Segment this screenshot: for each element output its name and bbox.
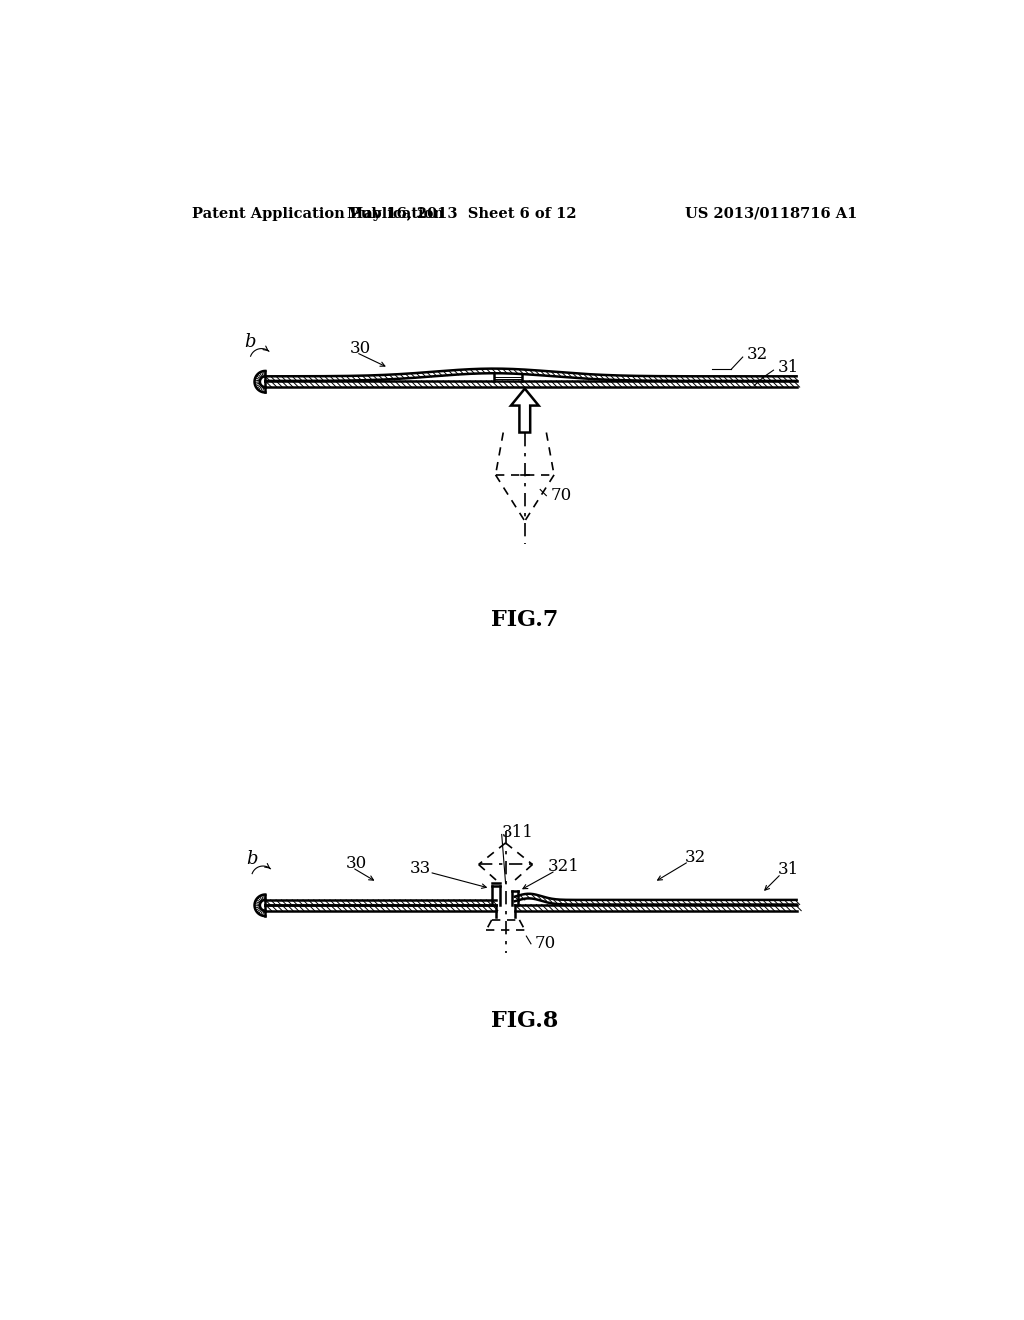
Polygon shape — [511, 388, 539, 433]
Text: 70: 70 — [550, 487, 571, 504]
Text: 31: 31 — [777, 359, 799, 376]
Text: 30: 30 — [350, 341, 372, 358]
Text: FIG.7: FIG.7 — [492, 610, 558, 631]
Text: 31: 31 — [777, 862, 799, 878]
Text: b: b — [247, 850, 258, 869]
Text: 32: 32 — [746, 346, 768, 363]
Text: US 2013/0118716 A1: US 2013/0118716 A1 — [685, 207, 857, 220]
Text: 33: 33 — [410, 859, 431, 876]
Text: Patent Application Publication: Patent Application Publication — [193, 207, 444, 220]
Text: 321: 321 — [548, 858, 580, 875]
Text: 32: 32 — [685, 849, 707, 866]
Text: b: b — [244, 333, 256, 351]
Text: 30: 30 — [346, 855, 368, 873]
Text: FIG.8: FIG.8 — [492, 1010, 558, 1032]
Text: May 16, 2013  Sheet 6 of 12: May 16, 2013 Sheet 6 of 12 — [347, 207, 577, 220]
Text: 311: 311 — [502, 824, 534, 841]
Text: 70: 70 — [535, 936, 556, 952]
